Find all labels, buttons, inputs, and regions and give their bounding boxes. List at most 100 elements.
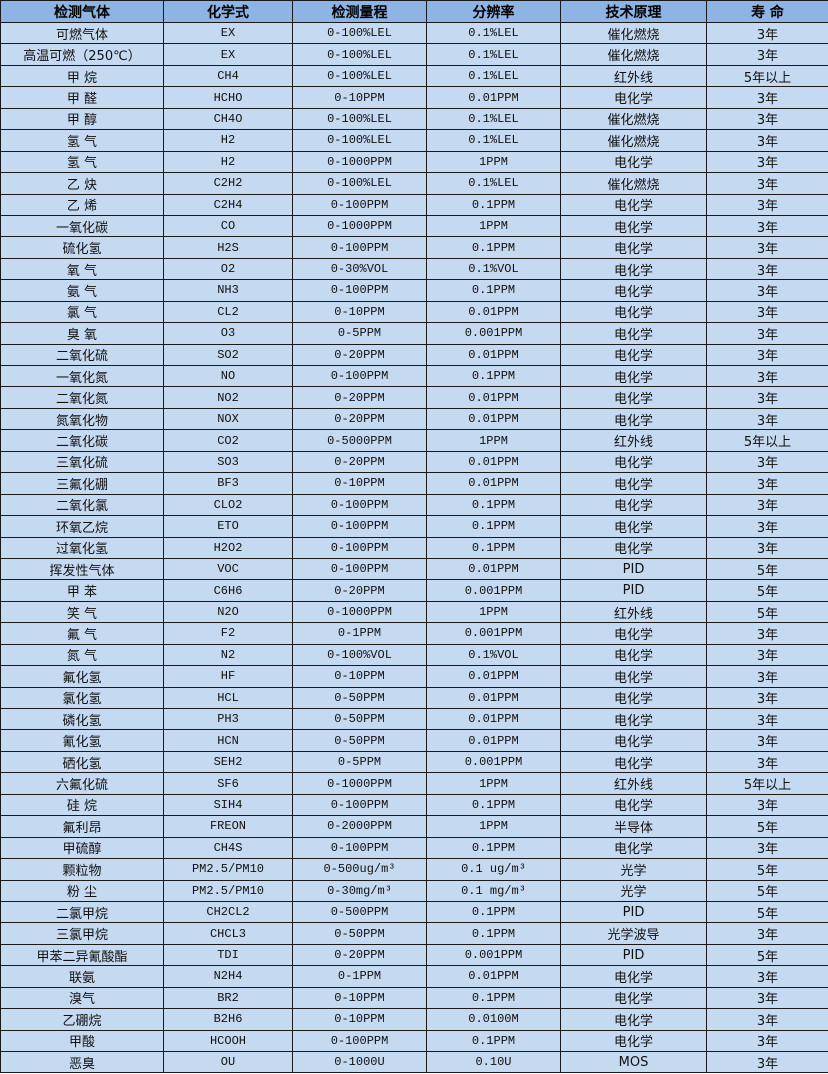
cell-gas: 氟 气: [0, 622, 164, 645]
cell-range: 0-100PPM: [292, 279, 427, 302]
cell-formula: EX: [163, 21, 293, 45]
cell-lifespan: 3年: [706, 300, 828, 324]
cell-formula: VOC: [163, 557, 293, 581]
table-row: 粉 尘 PM2.5/PM10 0-30mg/m³ 0.1 mg/m³ 光学 5年: [0, 879, 828, 902]
cell-range: 0-10PPM: [292, 665, 427, 688]
cell-principle: 催化燃烧: [560, 43, 707, 66]
table-row: 一氧化氮 NO 0-100PPM 0.1PPM 电化学 3年: [0, 364, 828, 388]
table-row: 氮 气 N2 0-100%VOL 0.1%VOL 电化学 3年: [0, 643, 828, 667]
cell-range: 0-5PPM: [292, 322, 427, 345]
table-row: 颗粒物 PM2.5/PM10 0-500ug/m³ 0.1 ug/m³ 光学 5年: [0, 858, 828, 881]
cell-principle: 电化学: [560, 193, 707, 216]
cell-gas: 氮氧化物: [0, 407, 164, 431]
cell-resolution: 0.01PPM: [426, 557, 561, 581]
cell-resolution: 0.01PPM: [426, 965, 561, 988]
cell-lifespan: 3年: [706, 493, 828, 517]
header-range: 检测量程: [292, 0, 427, 23]
cell-formula: H2: [163, 129, 293, 152]
cell-range: 0-50PPM: [292, 686, 427, 710]
cell-principle: 催化燃烧: [560, 107, 707, 131]
cell-resolution: 0.1%LEL: [426, 107, 561, 131]
cell-lifespan: 3年: [706, 236, 828, 259]
cell-range: 0-100%LEL: [292, 43, 427, 66]
cell-lifespan: 5年以上: [706, 429, 828, 452]
cell-gas: 乙硼烷: [0, 1008, 164, 1031]
cell-formula: SO3: [163, 450, 293, 474]
cell-principle: 电化学: [560, 214, 707, 238]
cell-range: 0-20PPM: [292, 386, 427, 409]
cell-resolution: 0.01PPM: [426, 343, 561, 367]
cell-formula: H2O2: [163, 536, 293, 559]
cell-gas: 氯 气: [0, 300, 164, 324]
cell-range: 0-100PPM: [292, 364, 427, 388]
cell-formula: C2H2: [163, 172, 293, 195]
table-row: 氰化氢 HCN 0-50PPM 0.01PPM 电化学 3年: [0, 729, 828, 752]
cell-formula: NO2: [163, 386, 293, 409]
cell-principle: 电化学: [560, 643, 707, 667]
table-row: 溴气 BR2 0-10PPM 0.1PPM 电化学 3年: [0, 986, 828, 1010]
table-row: 三氟化硼 BF3 0-10PPM 0.01PPM 电化学 3年: [0, 472, 828, 495]
cell-resolution: 0.10U: [426, 1050, 561, 1074]
cell-gas: 硫化氢: [0, 236, 164, 259]
cell-lifespan: 3年: [706, 450, 828, 474]
cell-resolution: 0.01PPM: [426, 86, 561, 109]
table-row: 六氟化硫 SF6 0-1000PPM 1PPM 红外线 5年以上: [0, 772, 828, 795]
cell-lifespan: 3年: [706, 150, 828, 174]
cell-range: 0-1000PPM: [292, 150, 427, 174]
cell-resolution: 0.1PPM: [426, 364, 561, 388]
cell-lifespan: 3年: [706, 386, 828, 409]
cell-range: 0-20PPM: [292, 579, 427, 602]
cell-gas: 甲酸: [0, 1029, 164, 1053]
cell-resolution: 0.001PPM: [426, 622, 561, 645]
cell-range: 0-100PPM: [292, 515, 427, 538]
cell-formula: N2: [163, 643, 293, 667]
cell-lifespan: 3年: [706, 836, 828, 860]
cell-resolution: 0.1PPM: [426, 279, 561, 302]
cell-principle: 电化学: [560, 515, 707, 538]
cell-gas: 三氧化硫: [0, 450, 164, 474]
cell-range: 0-100%LEL: [292, 172, 427, 195]
cell-formula: CLO2: [163, 493, 293, 517]
cell-principle: 催化燃烧: [560, 129, 707, 152]
cell-principle: 电化学: [560, 836, 707, 860]
cell-formula: B2H6: [163, 1008, 293, 1031]
cell-range: 0-500ug/m³: [292, 858, 427, 881]
cell-gas: 笑 气: [0, 600, 164, 624]
cell-lifespan: 3年: [706, 472, 828, 495]
cell-principle: 电化学: [560, 665, 707, 688]
cell-gas: 二氯甲烷: [0, 900, 164, 924]
table-row: 二氧化硫 SO2 0-20PPM 0.01PPM 电化学 3年: [0, 343, 828, 367]
cell-principle: 红外线: [560, 600, 707, 624]
cell-gas: 乙 炔: [0, 172, 164, 195]
table-row: 三氯甲烷 CHCL3 0-50PPM 0.1PPM 光学波导 3年: [0, 922, 828, 945]
cell-resolution: 0.1PPM: [426, 493, 561, 517]
table-row: 三氧化硫 SO3 0-20PPM 0.01PPM 电化学 3年: [0, 450, 828, 474]
cell-lifespan: 5年: [706, 858, 828, 881]
cell-gas: 二氧化氮: [0, 386, 164, 409]
table-row: 笑 气 N2O 0-1000PPM 1PPM 红外线 5年: [0, 600, 828, 624]
cell-lifespan: 3年: [706, 686, 828, 710]
cell-lifespan: 5年: [706, 600, 828, 624]
table-row: 甲 烷 CH4 0-100%LEL 0.1%LEL 红外线 5年以上: [0, 64, 828, 88]
table-row: 臭 氧 O3 0-5PPM 0.001PPM 电化学 3年: [0, 322, 828, 345]
table-row: 环氧乙烷 ETO 0-100PPM 0.1PPM 电化学 3年: [0, 515, 828, 538]
cell-resolution: 0.0100M: [426, 1008, 561, 1031]
table-row: 甲 醇 CH4O 0-100%LEL 0.1%LEL 催化燃烧 3年: [0, 107, 828, 131]
cell-range: 0-20PPM: [292, 450, 427, 474]
table-row: 氯化氢 HCL 0-50PPM 0.01PPM 电化学 3年: [0, 686, 828, 710]
cell-principle: 电化学: [560, 386, 707, 409]
cell-formula: ETO: [163, 515, 293, 538]
cell-formula: F2: [163, 622, 293, 645]
cell-principle: 电化学: [560, 729, 707, 752]
cell-lifespan: 3年: [706, 86, 828, 109]
cell-gas: 三氟化硼: [0, 472, 164, 495]
cell-resolution: 1PPM: [426, 214, 561, 238]
cell-formula: NOX: [163, 407, 293, 431]
cell-formula: NO: [163, 364, 293, 388]
cell-resolution: 0.1%VOL: [426, 257, 561, 281]
cell-range: 0-20PPM: [292, 343, 427, 367]
cell-lifespan: 3年: [706, 129, 828, 152]
cell-range: 0-5000PPM: [292, 429, 427, 452]
cell-principle: 光学: [560, 879, 707, 902]
cell-principle: 电化学: [560, 236, 707, 259]
